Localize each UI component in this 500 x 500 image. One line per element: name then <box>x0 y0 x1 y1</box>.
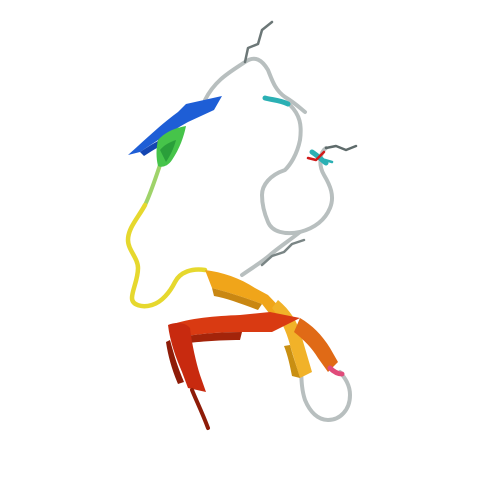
beta-strand-orange-lower-right <box>294 318 338 372</box>
coil-pink <box>327 365 345 377</box>
beta-strand-red-left <box>166 323 206 392</box>
beta-strand-red-upper <box>170 312 300 344</box>
side-chain <box>323 158 334 164</box>
coil-segment <box>240 230 302 277</box>
coil-yellow <box>125 202 208 309</box>
side-chain <box>243 20 274 64</box>
coil-loops <box>143 56 352 422</box>
coil-segment <box>260 103 335 236</box>
coil-teal <box>262 95 291 107</box>
coil-segment <box>143 163 162 207</box>
beta-strand-green <box>156 126 186 167</box>
side-chain <box>324 144 358 152</box>
beta-strand-orange-upper <box>205 270 290 322</box>
coil-segment <box>298 353 352 422</box>
side-chain <box>260 238 306 267</box>
coil-segment <box>203 56 307 114</box>
side-chain-sticks <box>243 20 358 267</box>
chain-terminus <box>190 388 210 430</box>
side-chain <box>306 150 326 162</box>
